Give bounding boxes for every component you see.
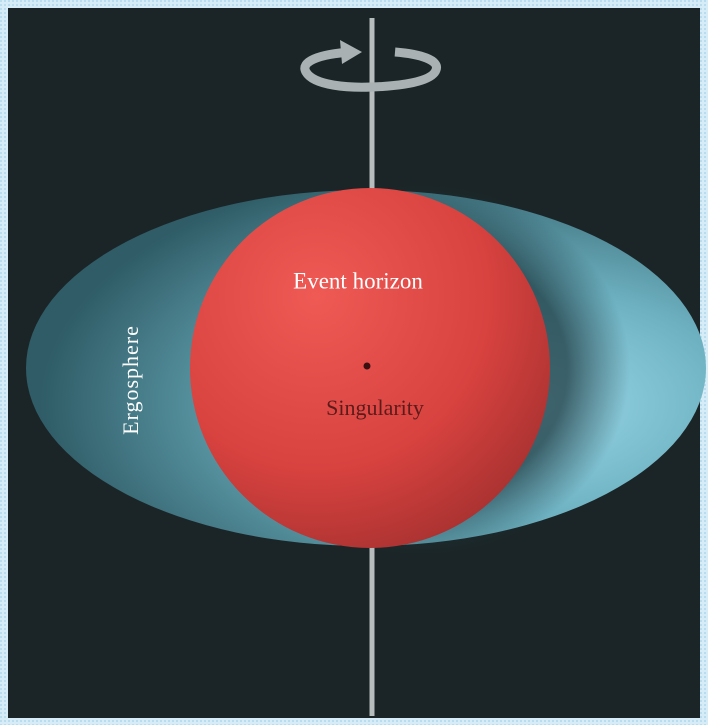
singularity-point <box>364 363 371 370</box>
ergosphere-label: Ergosphere <box>118 325 143 435</box>
event-horizon-label: Event horizon <box>293 268 423 293</box>
event-horizon <box>190 188 550 548</box>
page: Ergosphere Event horizon Singularity (()… <box>0 0 708 725</box>
diagram: Ergosphere Event horizon Singularity <box>0 0 708 725</box>
singularity-label: Singularity <box>326 395 424 420</box>
